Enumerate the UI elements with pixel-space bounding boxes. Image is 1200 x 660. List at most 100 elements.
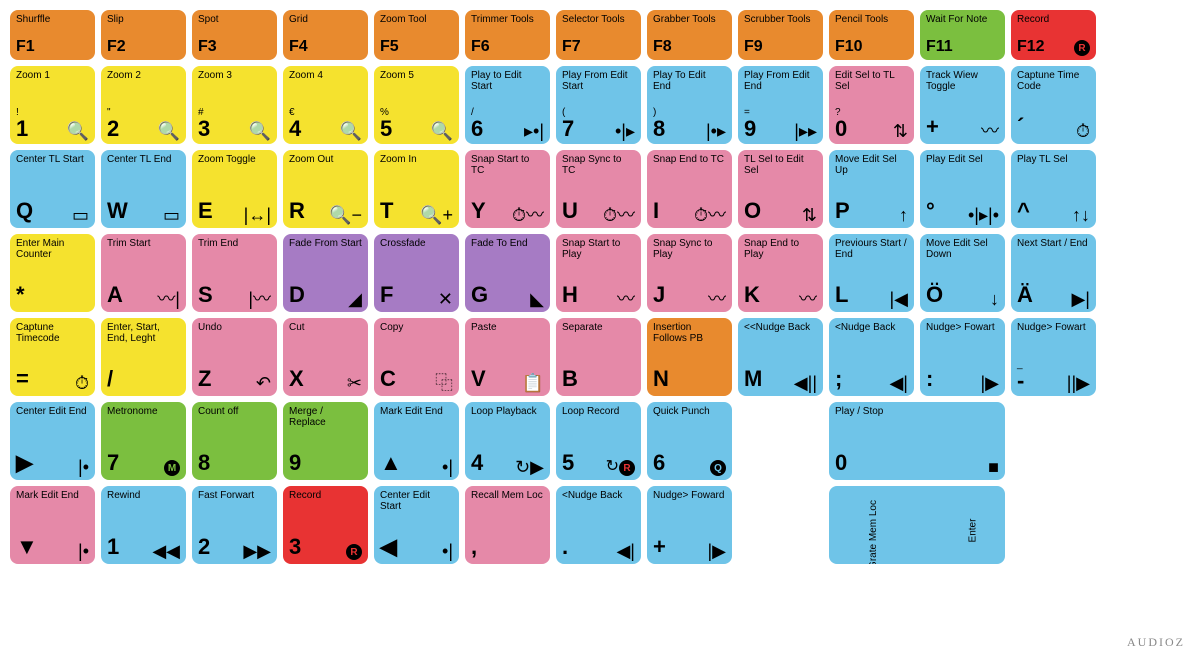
- key[interactable]: Wait For NoteF11: [920, 10, 1005, 60]
- key-bottom: ◀•|: [380, 534, 453, 560]
- key[interactable]: Zoom ToggleE|↔|: [192, 150, 277, 228]
- key[interactable]: Insertion Follows PBN: [647, 318, 732, 396]
- key[interactable]: UndoZ↶: [192, 318, 277, 396]
- key[interactable]: TL Sel to Edit SelO⇅: [738, 150, 823, 228]
- key[interactable]: Edit Sel to TL Sel?0⇅: [829, 66, 914, 144]
- key-icon: ◢: [348, 290, 362, 308]
- key[interactable]: SlipF2: [101, 10, 186, 60]
- key-label: Snap End to TC: [653, 154, 726, 165]
- key-label: Separate: [562, 322, 635, 333]
- key[interactable]: Metronome7M: [101, 402, 186, 480]
- key[interactable]: Play / Stop0■: [829, 402, 1005, 480]
- key[interactable]: CrossfadeF✕: [374, 234, 459, 312]
- key[interactable]: <Nudge Back;◀|: [829, 318, 914, 396]
- key-icon: |〰: [248, 290, 271, 308]
- key-icon: ↑↓: [1072, 206, 1090, 224]
- key[interactable]: Play to Edit Start/6▸•|: [465, 66, 550, 144]
- key[interactable]: SpotF3: [192, 10, 277, 60]
- key[interactable]: CopyC⿻: [374, 318, 459, 396]
- key[interactable]: PasteV📋: [465, 318, 550, 396]
- key[interactable]: Zoom InT🔍+: [374, 150, 459, 228]
- key[interactable]: Fade To EndG◣: [465, 234, 550, 312]
- key[interactable]: Snap Start to TCY⏱〰: [465, 150, 550, 228]
- key-bottom: /: [107, 366, 180, 392]
- key-char: ´: [1017, 114, 1024, 140]
- key[interactable]: Mark Edit End▼|•: [10, 486, 95, 564]
- key-label: Grid: [289, 14, 362, 25]
- key-label: Snap End to Play: [744, 238, 817, 260]
- key[interactable]: Grate Mem LocEnter: [829, 486, 1005, 564]
- key[interactable]: CutX✂: [283, 318, 368, 396]
- key[interactable]: Selector ToolsF7: [556, 10, 641, 60]
- key-char: T: [380, 198, 393, 224]
- key[interactable]: Center TL StartQ▭: [10, 150, 95, 228]
- key[interactable]: Play To Edit End)8|•▸: [647, 66, 732, 144]
- key-bottom: °•|▸|•: [926, 198, 999, 224]
- key[interactable]: Merge / Replace9: [283, 402, 368, 480]
- key[interactable]: Zoom OutR🔍−: [283, 150, 368, 228]
- key[interactable]: Captune Timecode=⏱: [10, 318, 95, 396]
- key[interactable]: ShurffleF1: [10, 10, 95, 60]
- key[interactable]: Play Edit Sel°•|▸|•: [920, 150, 1005, 228]
- key[interactable]: Next Start / EndÄ▶|: [1011, 234, 1096, 312]
- key[interactable]: Center Edit Start ◀•|: [374, 486, 459, 564]
- key[interactable]: Snap End to PlayK〰: [738, 234, 823, 312]
- key[interactable]: Play TL Sel^↑↓: [1011, 150, 1096, 228]
- key[interactable]: Zoom ToolF5: [374, 10, 459, 60]
- key[interactable]: Fade From StartD◢: [283, 234, 368, 312]
- key-label: Zoom Tool: [380, 14, 453, 25]
- key[interactable]: SeparateB: [556, 318, 641, 396]
- key[interactable]: Loop Record5↻R: [556, 402, 641, 480]
- key[interactable]: Play From Edit Start(7•|▸: [556, 66, 641, 144]
- key[interactable]: Zoom 4€4🔍: [283, 66, 368, 144]
- key[interactable]: Nudge> Fowart:|▶: [920, 318, 1005, 396]
- key[interactable]: Zoom 5%5🔍: [374, 66, 459, 144]
- key-label: Grate Mem Loc: [868, 500, 879, 564]
- key[interactable]: Move Edit Sel DownÖ↓: [920, 234, 1005, 312]
- key[interactable]: <Nudge Back.◀|: [556, 486, 641, 564]
- key[interactable]: Trim StartA〰|: [101, 234, 186, 312]
- key[interactable]: Grabber ToolsF8: [647, 10, 732, 60]
- key[interactable]: Snap End to TCI⏱〰: [647, 150, 732, 228]
- key-char: F3: [198, 38, 217, 56]
- key[interactable]: Nudge> Fowart_-||▶: [1011, 318, 1096, 396]
- key[interactable]: Zoom 2"2🔍: [101, 66, 186, 144]
- key[interactable]: Zoom 3#3🔍: [192, 66, 277, 144]
- key[interactable]: Zoom 1!1🔍: [10, 66, 95, 144]
- key[interactable]: Record3R: [283, 486, 368, 564]
- key-bottom: 5↻R: [562, 450, 635, 476]
- key-char: W: [107, 198, 128, 224]
- key[interactable]: Snap Start to PlayH〰: [556, 234, 641, 312]
- key[interactable]: <<Nudge BackM◀||: [738, 318, 823, 396]
- key-label: Center Edit Start: [380, 490, 453, 512]
- key[interactable]: Enter Main Counter*: [10, 234, 95, 312]
- keyboard-row: Enter Main Counter*Trim StartA〰|Trim End…: [10, 234, 1190, 312]
- key[interactable]: Play From Edit End=9|▸▸: [738, 66, 823, 144]
- key-icon: M: [164, 460, 180, 476]
- key[interactable]: Rewind1◀◀: [101, 486, 186, 564]
- key[interactable]: Count off8: [192, 402, 277, 480]
- key[interactable]: Nudge> Foward+|▶: [647, 486, 732, 564]
- key[interactable]: Pencil ToolsF10: [829, 10, 914, 60]
- key[interactable]: Center TL EndW▭: [101, 150, 186, 228]
- key[interactable]: Snap Sync to TCU⏱〰: [556, 150, 641, 228]
- key-char: 9: [289, 450, 301, 476]
- keyboard-layout: ShurffleF1SlipF2SpotF3GridF4Zoom ToolF5T…: [10, 10, 1190, 564]
- key[interactable]: Snap Sync to PlayJ〰: [647, 234, 732, 312]
- key[interactable]: Trim EndS|〰: [192, 234, 277, 312]
- key[interactable]: Enter, Start, End, Leght/: [101, 318, 186, 396]
- key[interactable]: Center Edit End▶|•: [10, 402, 95, 480]
- key[interactable]: Fast Forwart2▶▶: [192, 486, 277, 564]
- key[interactable]: Previours Start / EndL|◀: [829, 234, 914, 312]
- key[interactable]: RecordF12R: [1011, 10, 1096, 60]
- key[interactable]: Captune Time Code´⏱: [1011, 66, 1096, 144]
- key[interactable]: Recall Mem Loc,: [465, 486, 550, 564]
- key[interactable]: Track Wiew Toggle+〰: [920, 66, 1005, 144]
- key[interactable]: GridF4: [283, 10, 368, 60]
- key[interactable]: Trimmer ToolsF6: [465, 10, 550, 60]
- key[interactable]: Scrubber ToolsF9: [738, 10, 823, 60]
- key[interactable]: Move Edit Sel UpP↑: [829, 150, 914, 228]
- key[interactable]: Quick Punch6Q: [647, 402, 732, 480]
- key[interactable]: Loop Playback4↻▶: [465, 402, 550, 480]
- key[interactable]: Mark Edit End▲•|: [374, 402, 459, 480]
